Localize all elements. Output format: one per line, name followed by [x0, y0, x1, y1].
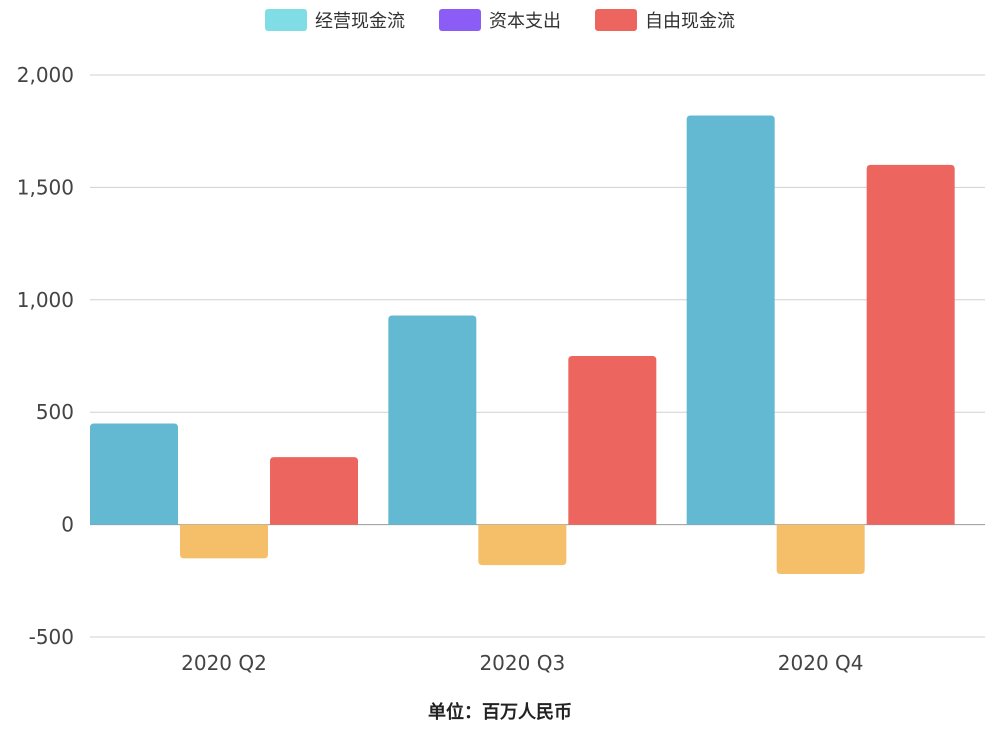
- legend-swatch-free: [595, 9, 637, 31]
- bar-capex-2[interactable]: [776, 524, 865, 575]
- y-tick-label: 0: [61, 513, 74, 537]
- y-tick-label: -500: [29, 625, 74, 649]
- x-tick-label: 2020 Q4: [778, 651, 864, 675]
- legend-swatch-operating: [265, 9, 307, 31]
- bar-free-2[interactable]: [866, 164, 955, 525]
- legend-item-free-cash-flow[interactable]: 自由现金流: [595, 7, 735, 33]
- bar-capex-1[interactable]: [478, 524, 567, 566]
- legend-swatch-capex: [439, 9, 481, 31]
- bar-free-1[interactable]: [568, 356, 657, 525]
- legend-label-free: 自由现金流: [645, 11, 735, 32]
- y-axis-labels: -500 0 500 1,000 1,500 2,000: [17, 63, 74, 649]
- bar-capex-0[interactable]: [180, 524, 268, 559]
- bar-operating-2[interactable]: [686, 115, 775, 525]
- y-tick-label: 1,500: [17, 175, 74, 199]
- bar-operating-1[interactable]: [388, 315, 477, 525]
- bars: [90, 115, 955, 575]
- unit-label: 单位：百万人民币: [428, 702, 572, 723]
- legend-label-capex: 资本支出: [489, 11, 561, 32]
- bar-free-0[interactable]: [270, 457, 358, 525]
- legend-item-operating-cash-flow[interactable]: 经营现金流: [265, 7, 405, 33]
- y-tick-label: 1,000: [17, 288, 74, 312]
- x-axis-labels: 2020 Q2 2020 Q3 2020 Q4: [181, 651, 863, 675]
- x-tick-label: 2020 Q3: [479, 651, 565, 675]
- y-tick-label: 500: [36, 400, 74, 424]
- legend-label-operating: 经营现金流: [315, 11, 405, 32]
- legend: 经营现金流 资本支出 自由现金流: [0, 6, 1000, 34]
- bar-operating-0[interactable]: [90, 423, 178, 525]
- x-tick-label: 2020 Q2: [181, 651, 267, 675]
- y-tick-label: 2,000: [17, 63, 74, 87]
- legend-item-capex[interactable]: 资本支出: [439, 7, 561, 33]
